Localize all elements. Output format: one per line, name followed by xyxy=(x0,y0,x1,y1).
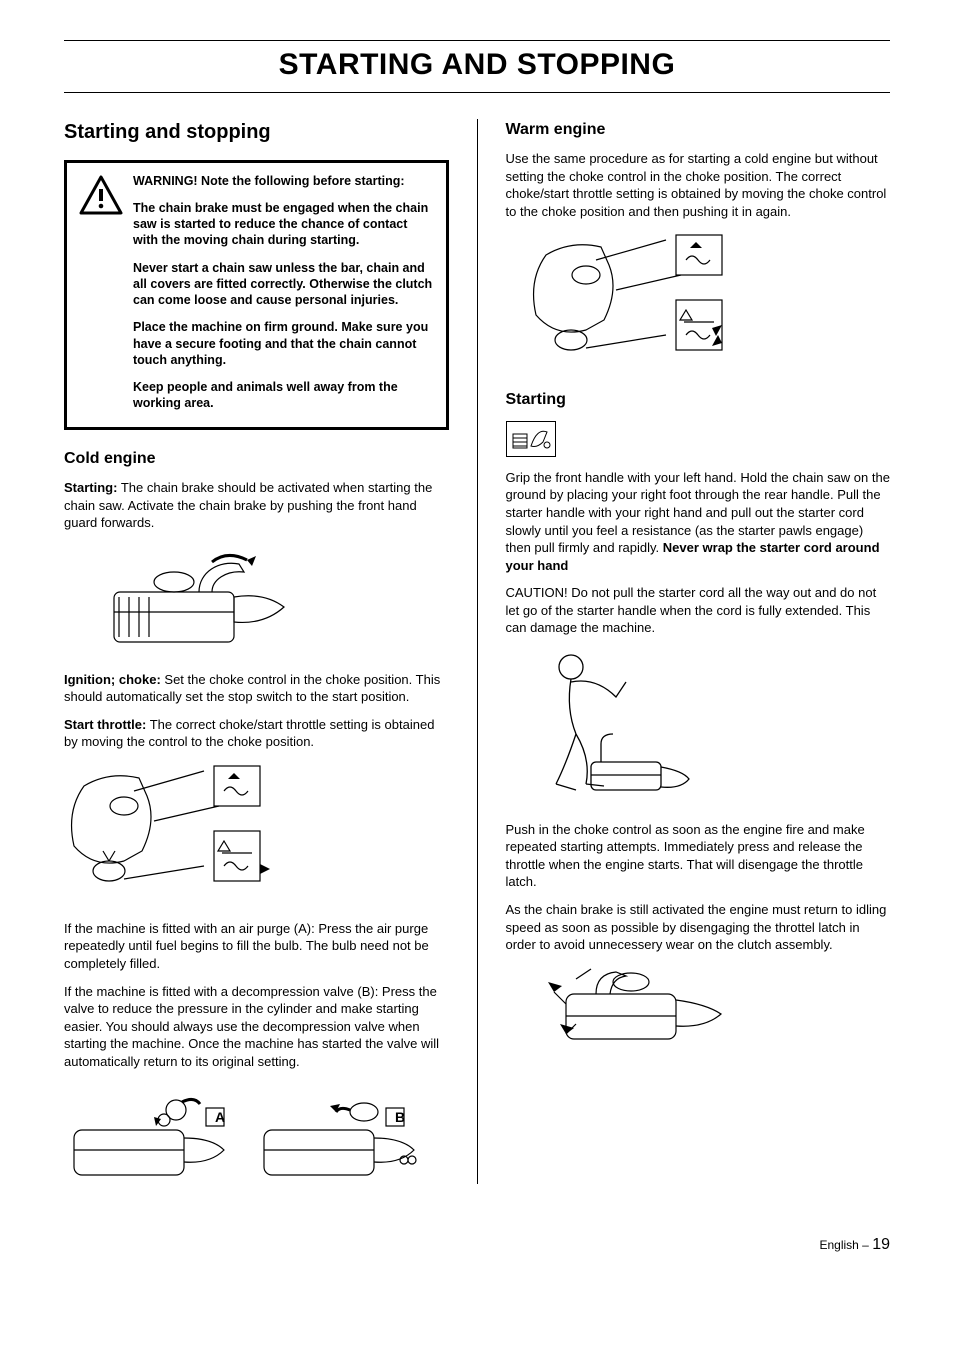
starting-para-1: Grip the front handle with your left han… xyxy=(506,469,891,574)
warning-line-4: Place the machine on firm ground. Make s… xyxy=(133,319,434,368)
diagram-ab-saws: A B xyxy=(64,1080,449,1190)
label-starting: Starting: xyxy=(64,480,117,495)
heading-warm-engine: Warm engine xyxy=(506,119,891,141)
label-b: B xyxy=(395,1109,405,1125)
right-column: Warm engine Use the same procedure as fo… xyxy=(506,119,891,1205)
warning-box: WARNING! Note the following before start… xyxy=(64,160,449,430)
left-column: Starting and stopping WARNING! Note the … xyxy=(64,119,449,1205)
cold-para-decompression: If the machine is fitted with a decompre… xyxy=(64,983,449,1071)
page-footer: English – 19 xyxy=(64,1234,890,1256)
cold-para-starting: Starting: The chain brake should be acti… xyxy=(64,479,449,532)
diagram-choke-right xyxy=(526,230,891,375)
diagram-chain-brake xyxy=(104,542,449,657)
starting-para-4: As the chain brake is still activated th… xyxy=(506,901,891,954)
heading-starting-and-stopping: Starting and stopping xyxy=(64,119,449,146)
cold-para-start-throttle: Start throttle: The correct choke/start … xyxy=(64,716,449,751)
two-column-layout: Starting and stopping WARNING! Note the … xyxy=(64,119,890,1205)
diagram-disengage-brake xyxy=(536,964,891,1054)
label-a: A xyxy=(215,1109,225,1125)
label-ignition-choke: Ignition; choke: xyxy=(64,672,161,687)
cold-para-ignition: Ignition; choke: Set the choke control i… xyxy=(64,671,449,706)
column-divider xyxy=(477,119,478,1185)
warning-icon xyxy=(79,173,123,423)
footer-separator: – xyxy=(862,1238,869,1252)
warning-line-2: The chain brake must be engaged when the… xyxy=(133,200,434,249)
label-start-throttle: Start throttle: xyxy=(64,717,146,732)
cold-para-air-purge: If the machine is fitted with an air pur… xyxy=(64,920,449,973)
warning-text: WARNING! Note the following before start… xyxy=(133,173,434,423)
warning-line-3: Never start a chain saw unless the bar, … xyxy=(133,260,434,309)
warning-line-5: Keep people and animals well away from t… xyxy=(133,379,434,412)
warning-line-1: WARNING! Note the following before start… xyxy=(133,173,434,189)
footer-language: English xyxy=(819,1238,858,1252)
starting-para-3: Push in the choke control as soon as the… xyxy=(506,821,891,891)
starting-para-caution: CAUTION! Do not pull the starter cord al… xyxy=(506,584,891,637)
diagram-person-starting xyxy=(516,647,891,807)
diagram-choke-left xyxy=(64,761,449,906)
footer-page-number: 19 xyxy=(872,1236,890,1253)
text-starting: The chain brake should be activated when… xyxy=(64,480,432,530)
heading-cold-engine: Cold engine xyxy=(64,448,449,470)
page-title: STARTING AND STOPPING xyxy=(64,40,890,93)
warm-para-1: Use the same procedure as for starting a… xyxy=(506,150,891,220)
heading-starting: Starting xyxy=(506,389,891,411)
manual-reference-icon xyxy=(506,421,556,457)
